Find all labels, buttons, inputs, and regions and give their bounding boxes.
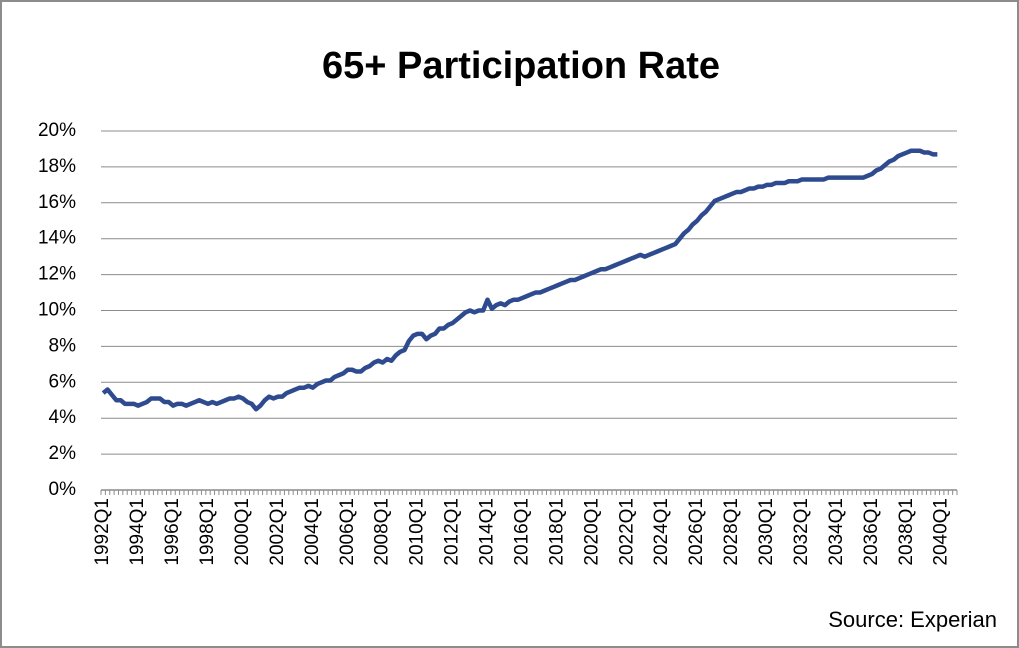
x-tick-label: 2012Q1 (442, 498, 463, 566)
x-tick-label: 2004Q1 (302, 498, 323, 566)
x-tick-label: 2024Q1 (651, 498, 672, 566)
x-tick-label: 2020Q1 (581, 498, 602, 566)
y-tick-label: 4% (49, 407, 77, 428)
x-tick-label: 1996Q1 (162, 498, 183, 566)
x-tick-label: 2030Q1 (756, 498, 777, 566)
source-note: Source: Experian (828, 607, 997, 632)
data-line (101, 148, 938, 412)
y-tick-label: 20% (38, 120, 76, 141)
y-tick-label: 16% (38, 192, 76, 213)
x-tick-label: 1998Q1 (197, 498, 218, 566)
x-tick-label: 2038Q1 (896, 498, 917, 566)
x-tick-label: 2018Q1 (546, 498, 567, 566)
y-tick-label: 8% (49, 335, 77, 356)
x-tick-label: 2000Q1 (232, 498, 253, 566)
x-tick-label: 2028Q1 (721, 498, 742, 566)
x-tick-label: 2006Q1 (337, 498, 358, 566)
x-tick-label: 2010Q1 (407, 498, 428, 566)
x-tick-label: 2034Q1 (826, 498, 847, 566)
x-tick-label: 1994Q1 (127, 498, 148, 566)
y-tick-label: 14% (38, 228, 76, 249)
x-tick-label: 2040Q1 (931, 498, 952, 566)
x-tick-label: 2014Q1 (477, 498, 498, 566)
y-tick-label: 0% (49, 479, 77, 500)
x-tick-label: 2016Q1 (511, 498, 532, 566)
y-tick-label: 18% (38, 156, 76, 177)
y-tick-label: 12% (38, 264, 76, 285)
x-tick-label: 2032Q1 (791, 498, 812, 566)
x-tick-label: 1992Q1 (92, 498, 113, 566)
x-tick-label: 2002Q1 (267, 498, 288, 566)
x-tick-label: 2036Q1 (861, 498, 882, 566)
x-tick-label: 2026Q1 (686, 498, 707, 566)
y-tick-label: 10% (38, 300, 76, 321)
y-tick-label: 2% (49, 443, 77, 464)
x-tick-label: 2008Q1 (372, 498, 393, 566)
x-tick-label: 2022Q1 (616, 498, 637, 566)
chart-title: 65+ Participation Rate (322, 45, 720, 87)
y-tick-label: 6% (49, 371, 77, 392)
